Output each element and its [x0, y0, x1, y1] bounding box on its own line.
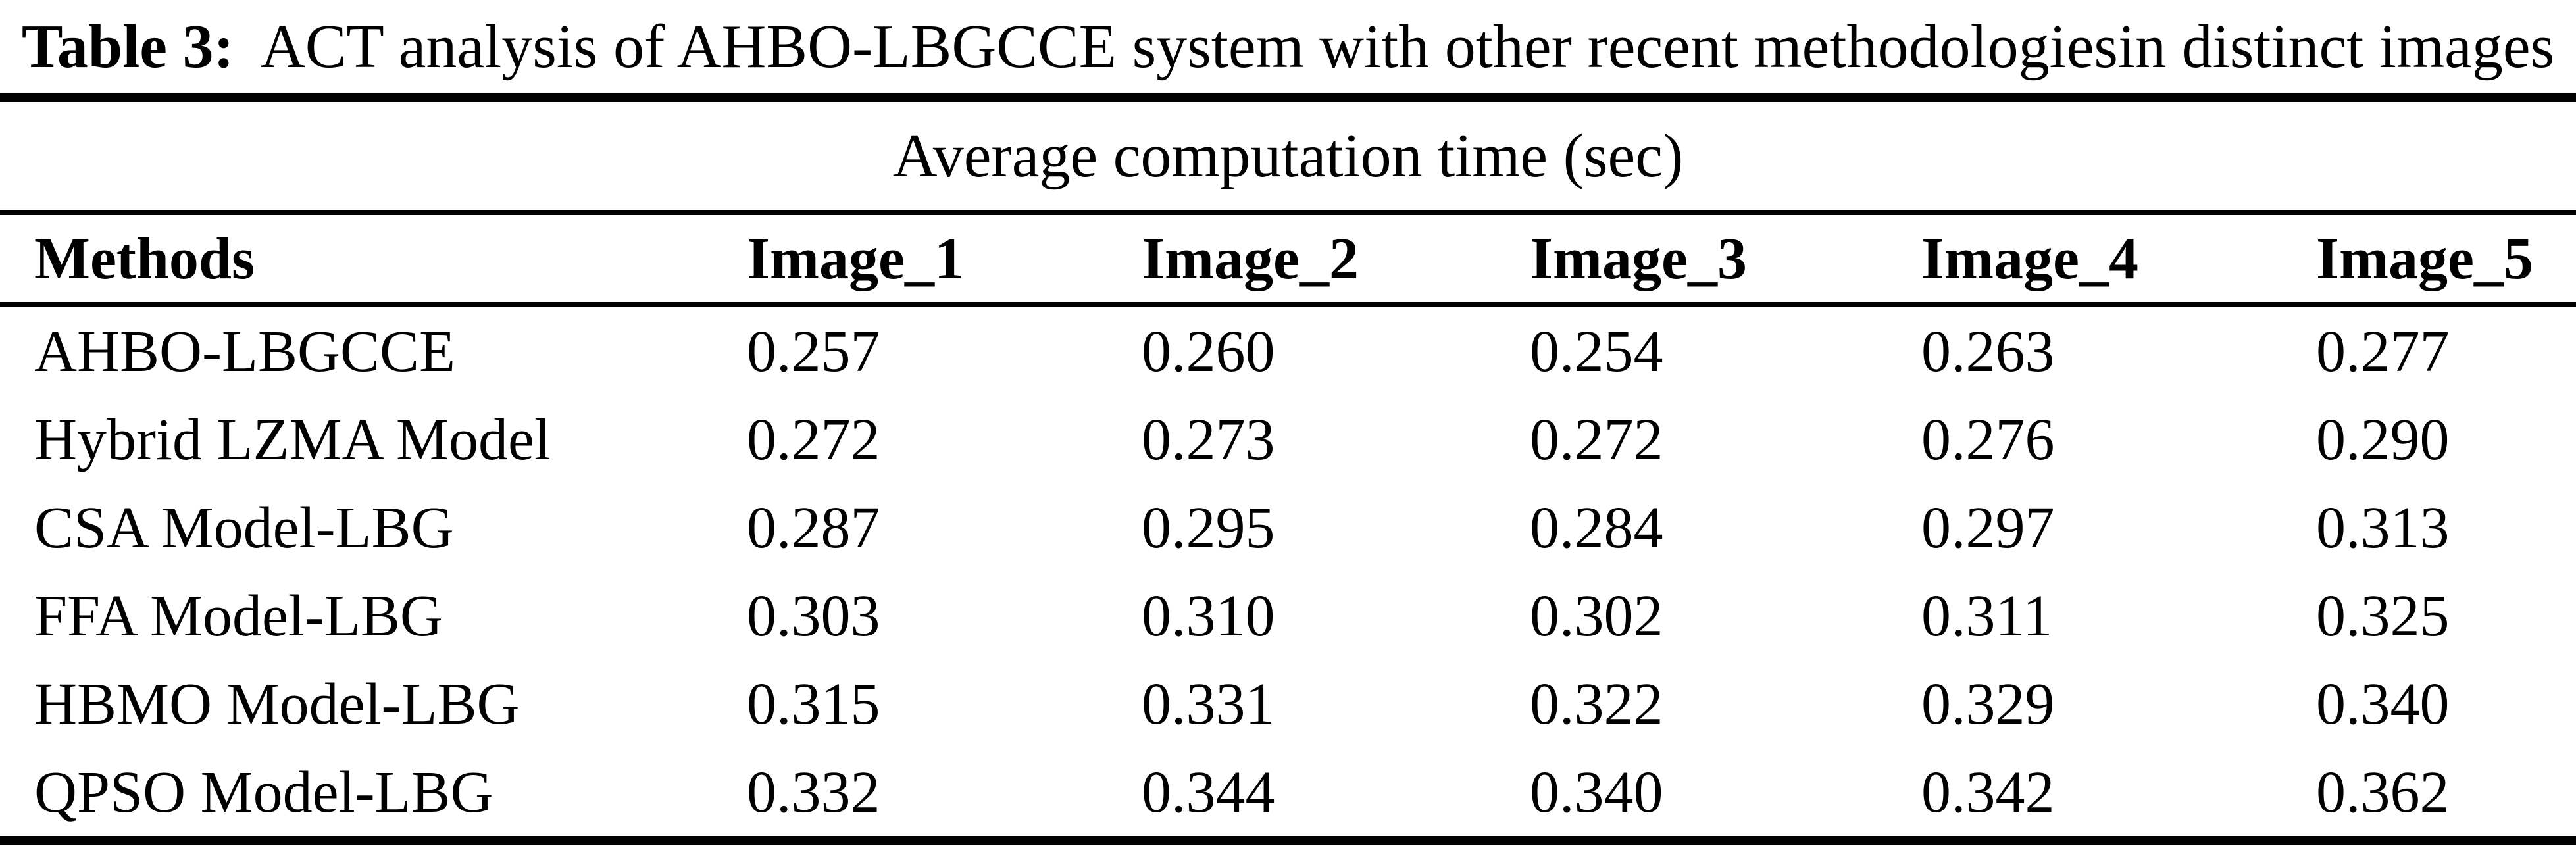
col-header-image-1: Image_1 — [747, 212, 1142, 307]
value-cell: 0.329 — [1921, 671, 2055, 737]
value-cell: 0.272 — [747, 407, 880, 472]
table-row-ffa-model-lbg: FFA Model-LBG 0.303 0.310 0.302 0.311 0.… — [0, 572, 2576, 660]
value-cell: 0.303 — [747, 583, 880, 649]
value-cell: 0.340 — [2316, 671, 2450, 737]
value-cell: 0.311 — [1921, 583, 2053, 649]
span-header: Average computation time (sec) — [0, 97, 2576, 215]
col-header-image-4: Image_4 — [1921, 212, 2316, 307]
method-cell: AHBO-LBGCCE — [34, 318, 456, 384]
value-cell: 0.331 — [1142, 671, 1275, 737]
value-cell: 0.342 — [1921, 759, 2055, 825]
value-cell: 0.302 — [1530, 583, 1663, 649]
value-cell: 0.273 — [1142, 407, 1275, 472]
method-cell: QPSO Model-LBG — [34, 759, 493, 825]
value-cell: 0.322 — [1530, 671, 1663, 737]
value-cell: 0.272 — [1530, 407, 1663, 472]
value-cell: 0.332 — [747, 759, 880, 825]
value-cell: 0.263 — [1921, 318, 2055, 384]
value-cell: 0.276 — [1921, 407, 2055, 472]
value-cell: 0.257 — [747, 318, 880, 384]
value-cell: 0.284 — [1530, 495, 1663, 560]
value-cell: 0.254 — [1530, 318, 1663, 384]
table-caption-label: Table 3: — [21, 12, 234, 81]
value-cell: 0.362 — [2316, 759, 2450, 825]
value-cell: 0.310 — [1142, 583, 1275, 649]
value-cell: 0.340 — [1530, 759, 1663, 825]
col-header-methods: Methods — [0, 212, 747, 307]
span-header-row: Average computation time (sec) — [0, 97, 2576, 215]
col-header-image-3: Image_3 — [1530, 212, 1921, 307]
value-cell: 0.290 — [2316, 407, 2450, 472]
table-caption: Table 3: ACT analysis of AHBO-LBGCCE syst… — [0, 0, 2576, 93]
table-row-ahbo-lbgcce: AHBO-LBGCCE 0.257 0.260 0.254 0.263 0.27… — [0, 305, 2576, 395]
value-cell: 0.313 — [2316, 495, 2450, 560]
value-cell: 0.287 — [747, 495, 880, 560]
value-cell: 0.260 — [1142, 318, 1275, 384]
value-cell: 0.277 — [2316, 318, 2450, 384]
value-cell: 0.325 — [2316, 583, 2450, 649]
table-row-qpso-model-lbg: QPSO Model-LBG 0.332 0.344 0.340 0.342 0… — [0, 748, 2576, 841]
column-header-row: Methods Image_1 Image_2 Image_3 Image_4 … — [0, 212, 2576, 307]
table-row-hbmo-model-lbg: HBMO Model-LBG 0.315 0.331 0.322 0.329 0… — [0, 660, 2576, 748]
value-cell: 0.297 — [1921, 495, 2055, 560]
value-cell: 0.295 — [1142, 495, 1275, 560]
value-cell: 0.344 — [1142, 759, 1275, 825]
table-caption-text: ACT analysis of AHBO-LBGCCE system with … — [260, 12, 2555, 81]
method-cell: FFA Model-LBG — [34, 583, 443, 649]
table-row-hybrid-lzma: Hybrid LZMA Model 0.272 0.273 0.272 0.27… — [0, 395, 2576, 484]
value-cell: 0.315 — [747, 671, 880, 737]
method-cell: CSA Model-LBG — [34, 495, 454, 560]
col-header-image-2: Image_2 — [1142, 212, 1530, 307]
method-cell: HBMO Model-LBG — [34, 671, 520, 737]
table-row-csa-model-lbg: CSA Model-LBG 0.287 0.295 0.284 0.297 0.… — [0, 484, 2576, 572]
col-header-image-5: Image_5 — [2316, 212, 2576, 307]
act-analysis-table: Average computation time (sec) Methods I… — [0, 93, 2576, 845]
method-cell: Hybrid LZMA Model — [34, 407, 551, 472]
